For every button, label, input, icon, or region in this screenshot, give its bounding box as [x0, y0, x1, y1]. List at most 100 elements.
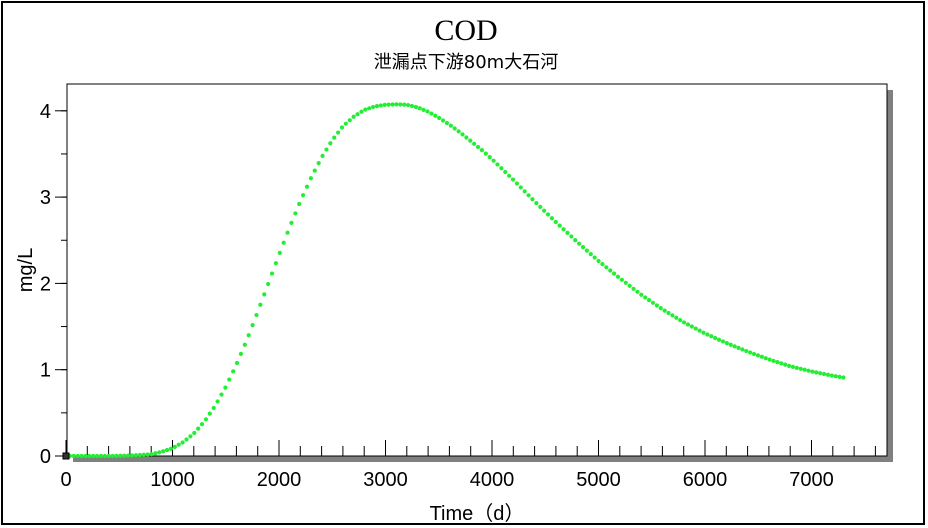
data-point [491, 158, 496, 163]
data-point [336, 130, 341, 135]
data-point [118, 453, 123, 458]
data-point [324, 147, 329, 152]
chart-title: COD [434, 14, 497, 47]
data-point [670, 313, 675, 318]
data-point [234, 360, 240, 366]
data-point [141, 452, 146, 457]
data-point [526, 193, 531, 198]
data-point [701, 330, 706, 335]
data-point [172, 444, 177, 449]
series-cod [63, 102, 846, 459]
data-point [468, 138, 473, 143]
data-point [794, 365, 799, 370]
data-point [382, 102, 387, 107]
data-point [219, 392, 224, 397]
data-point [363, 107, 368, 112]
data-point [724, 341, 729, 346]
origin-marker [62, 452, 70, 460]
data-point [767, 357, 772, 362]
data-point [184, 437, 189, 442]
data-point [798, 366, 803, 371]
data-point [643, 295, 648, 300]
data-point [269, 271, 275, 276]
data-point [507, 173, 512, 178]
data-point [837, 374, 842, 379]
data-point [301, 193, 306, 198]
data-point [137, 452, 142, 458]
data-point [716, 337, 722, 342]
data-point [83, 453, 88, 459]
data-point [266, 281, 271, 287]
data-point [744, 348, 749, 354]
data-point [538, 204, 543, 209]
data-point [289, 220, 294, 225]
data-point [732, 344, 737, 349]
data-point [600, 262, 605, 267]
data-point [646, 298, 652, 303]
data-point [413, 104, 418, 110]
data-point [833, 374, 838, 379]
data-point [775, 359, 780, 365]
data-point [577, 241, 582, 246]
data-point [145, 452, 150, 457]
data-point [351, 114, 356, 119]
data-point [720, 339, 726, 344]
data-point [685, 322, 691, 327]
data-point [623, 280, 628, 285]
data-point [460, 132, 465, 137]
data-point [114, 453, 119, 458]
data-point [153, 451, 158, 456]
data-point [666, 310, 671, 316]
data-point [674, 315, 679, 320]
data-point [790, 364, 796, 370]
y-axis: 0 1 2 3 4 [40, 84, 68, 468]
y-tick-label: 1 [40, 360, 51, 382]
data-point [755, 353, 761, 358]
data-point [499, 166, 504, 171]
y-tick-label: 2 [40, 273, 51, 295]
data-point [339, 125, 345, 130]
data-point [133, 453, 139, 458]
data-point [188, 434, 193, 439]
data-point [343, 121, 348, 126]
data-point [456, 129, 461, 134]
data-point [814, 370, 819, 375]
data-point [592, 255, 597, 260]
data-point [763, 356, 768, 361]
y-tick-label: 0 [40, 446, 51, 468]
data-point [705, 332, 710, 337]
data-point [483, 151, 488, 156]
data-point [821, 371, 827, 377]
data-point [168, 446, 174, 451]
data-point [227, 377, 232, 382]
data-point [472, 141, 477, 146]
x-tick-label: 1000 [150, 469, 195, 491]
data-point [740, 347, 745, 352]
data-point [771, 358, 776, 363]
data-point [728, 342, 733, 347]
data-point [561, 227, 566, 232]
data-point [810, 369, 815, 374]
data-point [192, 430, 197, 436]
data-point [332, 135, 337, 140]
data-point [779, 361, 784, 366]
data-point [619, 277, 624, 282]
chart-subtitle: 泄漏点下游80m大石河 [374, 52, 558, 73]
data-point [829, 373, 834, 378]
data-point [304, 184, 310, 189]
data-point [510, 177, 516, 182]
data-point [308, 176, 313, 181]
data-point [612, 271, 617, 276]
x-tick-label: 0 [60, 469, 71, 491]
data-point [164, 447, 170, 453]
data-point [584, 248, 589, 253]
data-point [783, 362, 788, 367]
data-point [106, 453, 111, 459]
data-point [448, 123, 453, 128]
y-axis-label: mg/L [15, 248, 37, 292]
data-point [374, 104, 380, 109]
data-point [207, 411, 212, 416]
data-point [417, 106, 422, 111]
data-point [518, 185, 523, 190]
data-point [102, 453, 107, 459]
